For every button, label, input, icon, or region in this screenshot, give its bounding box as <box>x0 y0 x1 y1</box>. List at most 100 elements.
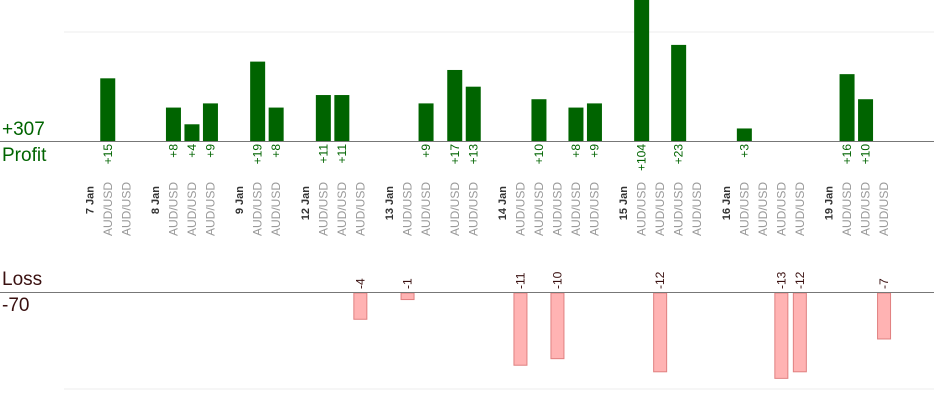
loss-value-label: -10 <box>550 271 564 289</box>
symbol-label: AUD/USD <box>756 182 770 236</box>
profit-bar <box>736 128 752 141</box>
profit-value-label: +11 <box>335 144 349 164</box>
loss-bar <box>877 292 892 340</box>
profit-bar <box>586 103 602 141</box>
loss-value-label: -11 <box>513 272 527 289</box>
profit-bar <box>858 99 874 141</box>
profit-bar <box>165 107 181 141</box>
loss-value-label: -1 <box>401 278 415 289</box>
profit-value-label: +9 <box>419 144 433 158</box>
symbol-label: AUD/USD <box>185 182 199 236</box>
profit-value-label: +13 <box>466 144 480 165</box>
profit-total-label: +307 <box>2 119 45 140</box>
profit-value-label: +15 <box>101 144 115 165</box>
profit-bar <box>531 99 547 141</box>
profit-value-label: +11 <box>316 144 330 164</box>
loss-value-label: -13 <box>774 271 788 289</box>
symbol-label: AUD/USD <box>269 182 283 236</box>
profit-bar <box>100 78 116 141</box>
day-label: 16 Jan <box>721 186 733 221</box>
symbol-label: AUD/USD <box>737 182 751 236</box>
symbol-label: AUD/USD <box>203 182 217 236</box>
symbol-label: AUD/USD <box>101 182 115 236</box>
profit-bar <box>202 103 218 141</box>
loss-bar <box>353 292 368 320</box>
day-label: 15 Jan <box>618 186 630 221</box>
symbol-label: AUD/USD <box>448 182 462 236</box>
loss-value-label: -12 <box>653 271 667 289</box>
profit-bar <box>268 107 284 141</box>
day-label: 19 Jan <box>824 186 836 221</box>
symbol-label: AUD/USD <box>653 182 667 236</box>
profit-bar <box>465 86 481 141</box>
loss-title-label: Loss <box>2 269 43 290</box>
profit-bar <box>634 0 650 141</box>
loss-value-label: -12 <box>793 271 807 289</box>
profit-bar <box>184 124 200 141</box>
profit-value-label: +10 <box>532 144 546 165</box>
profit-value-label: +4 <box>185 144 199 158</box>
profit-bar <box>671 44 687 142</box>
profit-value-label: +16 <box>840 144 854 165</box>
symbol-label: AUD/USD <box>550 182 564 236</box>
symbol-label: AUD/USD <box>466 182 480 236</box>
symbol-label: AUD/USD <box>401 182 415 236</box>
profit-bar <box>315 95 331 141</box>
profit-value-label: +10 <box>859 144 873 165</box>
loss-bar <box>400 292 415 301</box>
day-label: 7 Jan <box>84 186 96 214</box>
symbol-label: AUD/USD <box>859 182 873 236</box>
symbol-label: AUD/USD <box>251 182 265 236</box>
symbol-label: AUD/USD <box>774 182 788 236</box>
loss-value-label: -4 <box>353 278 367 289</box>
profit-value-label: +9 <box>203 144 217 158</box>
symbol-label: AUD/USD <box>166 182 180 236</box>
axis-labels: 7 Jan AUD/USD +15 AUD/USD 8 Jan AUD/USD +8 AUD/… <box>84 144 891 289</box>
symbol-label: AUD/USD <box>419 182 433 236</box>
loss-total-label: -70 <box>2 295 30 316</box>
day-label: 13 Jan <box>384 186 396 221</box>
profit-bar <box>418 103 434 141</box>
loss-bar <box>653 292 668 373</box>
profit-value-label: +8 <box>569 144 583 158</box>
symbol-label: AUD/USD <box>513 182 527 236</box>
bars <box>100 0 892 379</box>
symbol-label: AUD/USD <box>119 182 133 236</box>
symbol-label: AUD/USD <box>877 182 891 236</box>
symbol-label: AUD/USD <box>635 182 649 236</box>
symbol-label: AUD/USD <box>353 182 367 236</box>
profit-bar <box>447 69 463 141</box>
baselines <box>0 141 934 293</box>
profit-value-label: +8 <box>166 144 180 158</box>
day-label: 12 Jan <box>300 186 312 221</box>
profit-value-label: +17 <box>448 144 462 165</box>
symbol-label: AUD/USD <box>587 182 601 236</box>
profit-bar <box>839 74 855 141</box>
symbol-label: AUD/USD <box>532 182 546 236</box>
loss-bar <box>550 292 565 360</box>
symbol-label: AUD/USD <box>840 182 854 236</box>
profit-bar <box>250 61 266 142</box>
symbol-label: AUD/USD <box>569 182 583 236</box>
profit-value-label: +104 <box>635 144 649 171</box>
day-label: 8 Jan <box>150 186 162 214</box>
grid-lines <box>64 31 934 390</box>
profit-value-label: +9 <box>587 144 601 158</box>
loss-bar <box>792 292 807 373</box>
loss-bar <box>513 292 528 366</box>
symbol-label: AUD/USD <box>672 182 686 236</box>
profit-bar <box>334 95 350 141</box>
loss-value-label: -7 <box>877 278 891 289</box>
symbol-label: AUD/USD <box>690 182 704 236</box>
symbol-label: AUD/USD <box>335 182 349 236</box>
loss-bar <box>774 292 789 379</box>
profit-bar <box>568 107 584 141</box>
day-label: 14 Jan <box>497 186 509 221</box>
profit-value-label: +3 <box>737 144 751 158</box>
day-label: 9 Jan <box>234 186 246 214</box>
profit-title-label: Profit <box>2 145 47 166</box>
profit-value-label: +23 <box>672 144 686 165</box>
profit-value-label: +19 <box>251 144 265 165</box>
symbol-label: AUD/USD <box>793 182 807 236</box>
